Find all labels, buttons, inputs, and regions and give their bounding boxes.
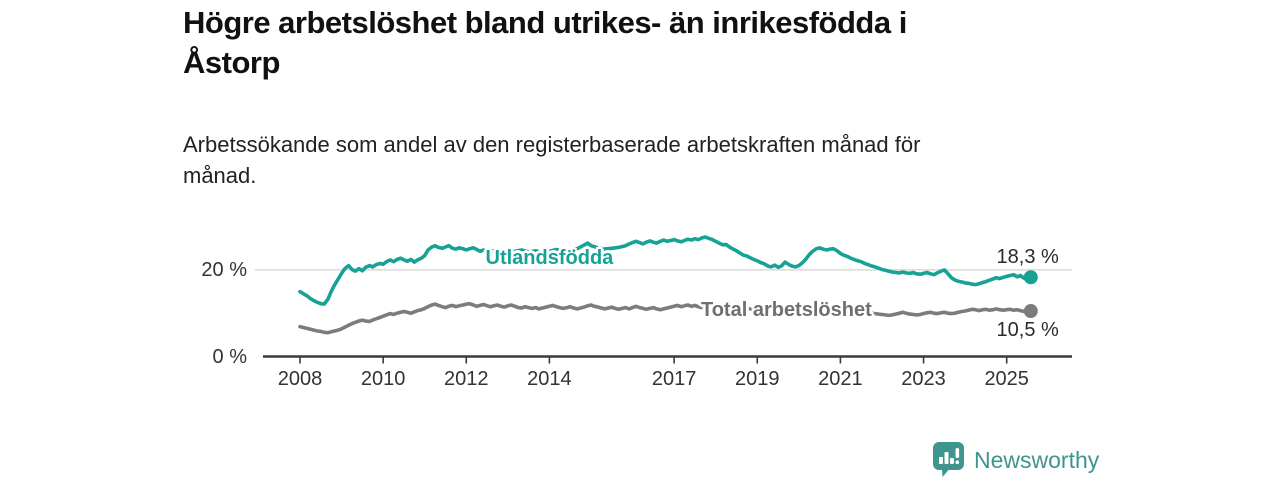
series-end-dot-1: [1023, 304, 1038, 319]
x-tick-label: 2012: [444, 368, 489, 390]
x-tick-label: 2025: [984, 368, 1029, 390]
series-inline-label: Utlandsfödda: [485, 247, 614, 270]
x-tick-label: 2010: [360, 368, 406, 390]
series-line-0: [298, 235, 1033, 306]
newsworthy-logo-text: Newsworthy: [974, 446, 1100, 473]
y-tick-label: 20 %: [201, 258, 247, 281]
x-tick-label: 2017: [651, 368, 697, 390]
page-subtitle-line-1: Arbetssökande som andel av den registerb…: [183, 132, 921, 157]
newsworthy-logo[interactable]: Newsworthy: [933, 442, 1099, 477]
series-end-value-label: 18,3 %: [996, 246, 1059, 269]
series-inline-label: Total arbetslöshet: [700, 299, 872, 322]
x-tick-label: 2019: [735, 368, 780, 390]
page-subtitle-line-2: månad.: [183, 163, 257, 188]
y-tick-label: 0 %: [212, 345, 247, 368]
newsworthy-logo-icon: [933, 442, 964, 477]
page-title-line-2: Åstorp: [183, 45, 280, 80]
series-end-value-label: 10,5 %: [996, 319, 1059, 342]
x-tick-label: 2008: [277, 368, 323, 390]
x-tick-label: 2023: [901, 368, 946, 390]
page-title-line-1: Högre arbetslöshet bland utrikes- än inr…: [183, 5, 907, 40]
series-line-1: [298, 301, 1033, 335]
series-end-dot-0: [1023, 270, 1038, 285]
x-tick-label: 2021: [818, 368, 863, 390]
x-tick-label: 2014: [527, 368, 572, 390]
